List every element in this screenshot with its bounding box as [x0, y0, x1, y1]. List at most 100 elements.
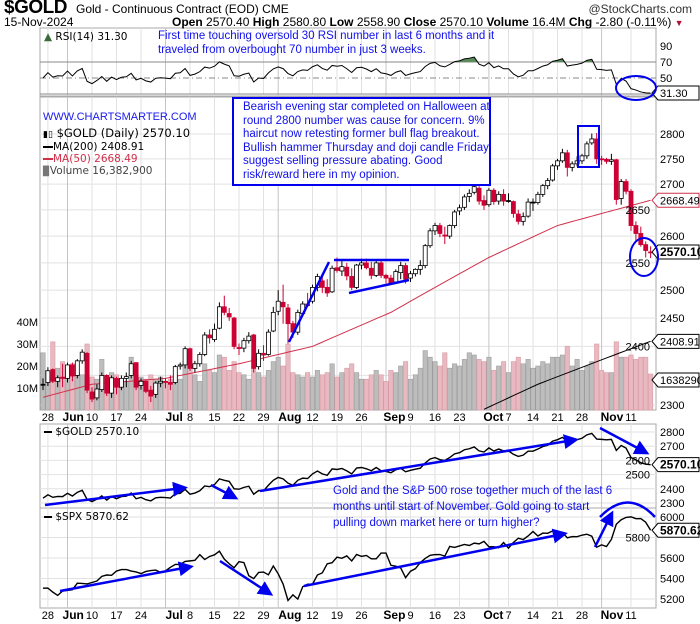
candle-body — [236, 347, 242, 349]
candle-body — [241, 340, 247, 349]
volume-bar — [471, 354, 477, 411]
candlestick — [613, 158, 619, 205]
candlestick — [339, 260, 345, 276]
x-tick-label: Aug — [278, 410, 301, 424]
spx-trend-arrow — [59, 561, 194, 593]
rsi-icon: ▲ — [44, 31, 53, 43]
website-link[interactable]: WWW.CHARTSMARTER.COM — [43, 111, 197, 123]
candle-body — [192, 363, 198, 369]
volume-bar — [491, 370, 497, 411]
candlestick — [633, 221, 639, 242]
candlestick — [452, 209, 458, 229]
volume-bar — [324, 372, 330, 411]
x-tick-label: 28 — [42, 412, 54, 424]
candle-body — [609, 159, 614, 162]
candle-body — [393, 271, 399, 283]
flag-bottom-line — [348, 278, 410, 295]
candlestick — [114, 376, 119, 395]
spx-tick-label: 6000 — [660, 512, 684, 524]
volume-bar — [505, 372, 511, 411]
candle-body — [226, 313, 232, 318]
volume-bar — [344, 367, 350, 411]
x-tick-label: 8 — [187, 412, 193, 424]
candle-body — [128, 363, 134, 376]
x-tick-label: Oct — [483, 410, 503, 424]
high-value: 2580.80 — [282, 15, 327, 29]
candle-body — [618, 181, 624, 199]
spx-top-arc — [599, 501, 656, 518]
candle-body — [613, 159, 619, 200]
spx-value-tag-box — [651, 522, 700, 538]
candle-body — [520, 216, 526, 222]
volume-bar — [545, 363, 551, 411]
candle-body — [359, 262, 364, 266]
ma50-value-tag: 2668.49 — [660, 195, 700, 207]
ma50-value-tag-box — [651, 192, 700, 208]
evening-star-box — [577, 125, 600, 168]
candle-body — [119, 377, 124, 388]
candlestick — [187, 347, 193, 371]
candlestick — [128, 360, 134, 379]
x-tick-label: 11 — [625, 610, 636, 622]
spx-tick-label: 5800 — [626, 533, 650, 545]
volume-legend-label: Volume 16,382,900 — [49, 165, 153, 177]
candlestick — [99, 372, 105, 392]
candlestick — [119, 375, 124, 391]
candle-body — [403, 265, 409, 280]
candlestick — [564, 149, 570, 177]
x-tick-label: 14 — [527, 412, 539, 424]
candle-body — [329, 267, 335, 293]
rsi-tick-label: 70 — [660, 57, 672, 69]
volume-bar — [388, 370, 394, 411]
volume-bar — [432, 361, 438, 411]
candlestick — [550, 163, 555, 182]
brand-link[interactable]: @StockCharts.com — [588, 2, 692, 16]
candlestick — [265, 329, 271, 356]
candlestick — [579, 153, 585, 164]
rsi-value-tag: 31.30 — [660, 88, 688, 100]
candlestick — [555, 158, 560, 170]
ma200-value-tag: 2408.91 — [660, 336, 700, 348]
candle-body — [60, 376, 65, 379]
candle-body — [466, 192, 472, 197]
volume-bar — [599, 370, 605, 411]
candle-body — [373, 262, 379, 276]
candle-body — [99, 375, 105, 390]
volume-bar — [623, 356, 629, 411]
candlestick — [74, 359, 80, 379]
x-tick-label: 7 — [505, 610, 511, 622]
x-tick-label: 12 — [306, 610, 318, 622]
volume-bar — [554, 356, 560, 411]
volume-bar — [633, 359, 639, 411]
candlestick — [84, 352, 90, 394]
volume-bar — [540, 361, 546, 411]
candlestick — [628, 189, 634, 231]
candlestick — [251, 333, 257, 373]
rsi-value-tag-box — [651, 85, 700, 101]
ma200-legend-label: MA(200) 2408.91 — [53, 141, 145, 153]
candle-body — [138, 380, 144, 386]
candle-body — [143, 380, 149, 392]
candlestick — [398, 261, 404, 280]
candlestick — [241, 337, 247, 353]
candle-body — [275, 300, 281, 312]
rsi-label: RSI(14) 31.30 — [55, 31, 128, 43]
candlestick — [104, 374, 110, 397]
x-tick-label: 21 — [551, 610, 563, 622]
annotation-line: risk/reward here in my opinion. — [243, 168, 400, 181]
x-tick-label: 15 — [208, 610, 220, 622]
annotation-line: traveled from overbought 70 number in ju… — [158, 43, 426, 56]
candlestick — [427, 228, 433, 248]
candle-body — [408, 273, 413, 279]
candle-body — [417, 265, 423, 270]
candle-body — [427, 230, 433, 247]
rsi-overbought-fill — [43, 57, 651, 62]
x-tick-label: 17 — [110, 412, 122, 424]
candle-body — [584, 143, 590, 157]
volume-bar — [594, 343, 600, 411]
candlestick — [163, 378, 168, 389]
volume-bar — [329, 363, 335, 411]
candle-body — [94, 388, 100, 399]
line-icon — [44, 516, 52, 518]
candle-body — [202, 334, 208, 355]
